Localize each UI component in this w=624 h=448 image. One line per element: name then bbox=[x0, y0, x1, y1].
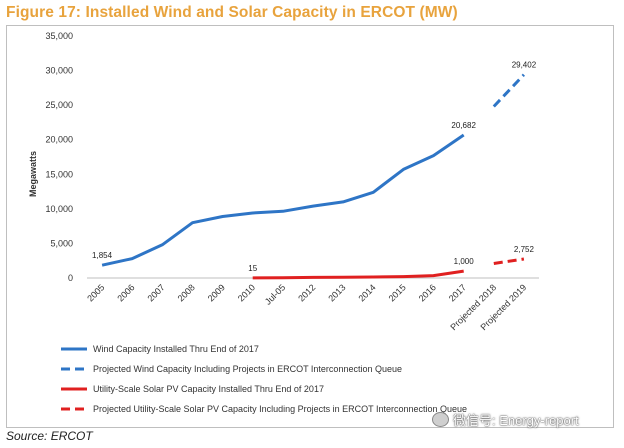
series-line-1 bbox=[492, 73, 525, 108]
data-label: 2,752 bbox=[514, 245, 535, 254]
y-tick-label: 5,000 bbox=[50, 238, 73, 248]
x-tick-label: 2007 bbox=[146, 282, 167, 303]
series-line-2 bbox=[252, 269, 464, 280]
y-tick-label: 35,000 bbox=[45, 31, 73, 41]
x-tick-label: 2013 bbox=[326, 282, 347, 303]
x-tick-label: 2012 bbox=[296, 282, 317, 303]
x-tick-label: Jul-05 bbox=[263, 282, 287, 306]
wechat-icon bbox=[432, 412, 449, 427]
y-axis-label: Megawatts bbox=[28, 151, 38, 197]
data-label: 29,402 bbox=[512, 61, 537, 70]
x-tick-label: 2009 bbox=[206, 282, 227, 303]
x-tick-label: 2014 bbox=[356, 282, 377, 303]
series-line-0 bbox=[101, 133, 465, 267]
x-tick-label: 2015 bbox=[387, 282, 408, 303]
legend-label-1: Projected Wind Capacity Including Projec… bbox=[93, 364, 402, 374]
chart-title: Figure 17: Installed Wind and Solar Capa… bbox=[6, 4, 458, 21]
x-tick-label: 2010 bbox=[236, 282, 257, 303]
data-label: 1,000 bbox=[454, 257, 475, 266]
series-lines bbox=[101, 73, 525, 280]
y-tick-label: 0 bbox=[68, 273, 73, 283]
legend-label-0: Wind Capacity Installed Thru End of 2017 bbox=[93, 344, 259, 354]
y-tick-label: 15,000 bbox=[45, 169, 73, 179]
chart-svg: 0 5,000 10,000 15,000 20,000 25,000 30,000 35,0… bbox=[28, 31, 539, 414]
x-tick-label: 2016 bbox=[417, 282, 438, 303]
x-tick-label: 2008 bbox=[176, 282, 197, 303]
y-tick-labels: 0 5,000 10,000 15,000 20,000 25,000 30,000 35,0… bbox=[45, 31, 73, 283]
legend: Wind Capacity Installed Thru End of 2017… bbox=[61, 344, 467, 414]
x-tick-label: 2017 bbox=[447, 282, 468, 303]
y-tick-label: 10,000 bbox=[45, 204, 73, 214]
watermark: 微信号: Energy-report bbox=[432, 410, 579, 429]
legend-label-2: Utility-Scale Solar PV Capacity Installe… bbox=[93, 384, 324, 394]
data-label: 1,854 bbox=[92, 251, 113, 260]
y-tick-label: 30,000 bbox=[45, 66, 73, 76]
data-labels: 1,854 20,682 29,402 15 1,000 2,752 bbox=[92, 61, 537, 273]
data-label: 20,682 bbox=[451, 121, 476, 130]
data-label: 15 bbox=[248, 264, 257, 273]
y-tick-label: 25,000 bbox=[45, 100, 73, 110]
chart-frame: 0 5,000 10,000 15,000 20,000 25,000 30,000 35,0… bbox=[6, 25, 614, 428]
watermark-text: 微信号: Energy-report bbox=[453, 413, 579, 428]
x-tick-label: 2006 bbox=[115, 282, 136, 303]
legend-label-3: Projected Utility-Scale Solar PV Capacit… bbox=[93, 404, 467, 414]
series-line-3 bbox=[493, 257, 525, 265]
source-note: Source: ERCOT bbox=[6, 429, 93, 443]
x-tick-labels: 2005 2006 2007 2008 2009 2010 Jul-05 2012 2013 20… bbox=[85, 282, 528, 332]
x-tick-label: 2005 bbox=[85, 282, 106, 303]
y-tick-label: 20,000 bbox=[45, 135, 73, 145]
